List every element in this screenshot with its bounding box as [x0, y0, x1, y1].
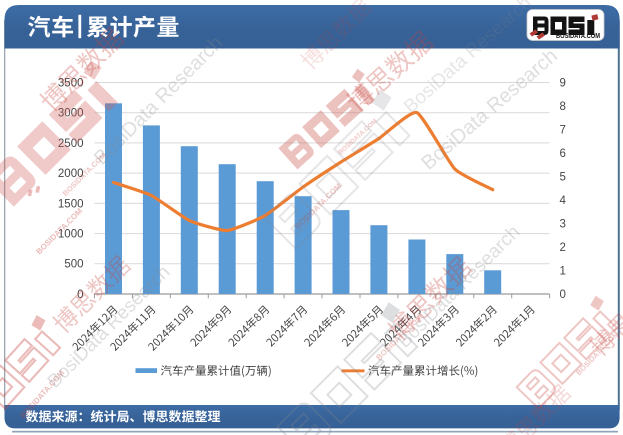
svg-text:5: 5	[560, 171, 566, 183]
svg-text:0: 0	[77, 289, 83, 301]
svg-text:9: 9	[560, 77, 566, 89]
svg-text:3500: 3500	[58, 77, 84, 89]
svg-text:0: 0	[560, 289, 566, 301]
svg-text:6: 6	[560, 148, 566, 160]
svg-text:7: 7	[560, 124, 566, 136]
svg-text:2000: 2000	[58, 168, 84, 180]
svg-text:1: 1	[560, 265, 566, 277]
svg-text:3: 3	[560, 218, 566, 230]
svg-text:1500: 1500	[58, 198, 84, 210]
svg-text:BOSIDATA.COM: BOSIDATA.COM	[556, 33, 600, 40]
svg-text:1000: 1000	[58, 229, 84, 241]
svg-text:4: 4	[560, 195, 567, 207]
svg-text:500: 500	[64, 259, 83, 271]
svg-text:8: 8	[560, 101, 566, 113]
svg-text:2: 2	[560, 242, 566, 254]
